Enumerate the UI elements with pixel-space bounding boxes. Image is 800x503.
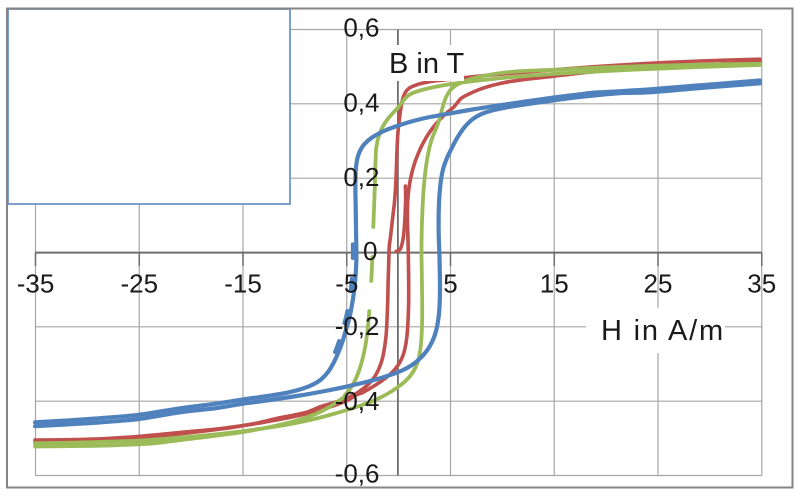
svg-text:B in T: B in T xyxy=(389,48,465,80)
svg-text:35: 35 xyxy=(747,269,776,299)
svg-text:-5: -5 xyxy=(335,269,358,299)
svg-text:-0,2: -0,2 xyxy=(335,311,380,341)
svg-text:0: 0 xyxy=(363,236,377,266)
svg-text:25: 25 xyxy=(644,269,673,299)
svg-text:0,2: 0,2 xyxy=(343,162,379,192)
svg-text:15: 15 xyxy=(540,269,569,299)
svg-text:-0,4: -0,4 xyxy=(335,386,380,416)
svg-text:H in A/m: H in A/m xyxy=(601,315,725,347)
svg-text:-15: -15 xyxy=(224,269,262,299)
svg-text:0,6: 0,6 xyxy=(343,13,379,43)
svg-text:-0,6: -0,6 xyxy=(335,459,380,489)
svg-text:5: 5 xyxy=(443,269,457,299)
svg-text:-35: -35 xyxy=(17,269,55,299)
svg-text:0,4: 0,4 xyxy=(343,88,379,118)
svg-text:-25: -25 xyxy=(120,269,158,299)
